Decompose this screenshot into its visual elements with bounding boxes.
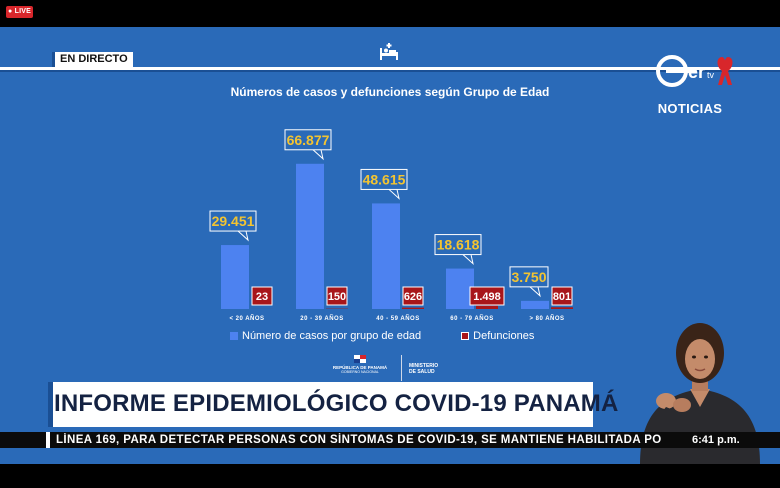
case-value-label: 29.451 <box>212 213 255 229</box>
death-label-box <box>469 286 505 306</box>
gov-logo-line1: REPÚBLICA DE PANAMÁ <box>332 365 388 370</box>
death-value-label: 1.498 <box>473 291 501 303</box>
death-label-box <box>551 286 573 306</box>
case-callout-box <box>284 129 332 151</box>
government-logos: REPÚBLICA DE PANAMÁ GOBIERNO NACIONAL MI… <box>325 355 465 383</box>
death-value-label: 23 <box>256 291 268 303</box>
gov-logo-divider <box>401 355 402 381</box>
ticker-clock: 6:41 p.m. <box>682 432 780 448</box>
panama-government-logo: REPÚBLICA DE PANAMÁ GOBIERNO NACIONAL <box>325 355 395 374</box>
case-callout-box <box>434 234 482 256</box>
case-bar <box>221 245 249 309</box>
case-callout-pointer <box>529 286 541 298</box>
channel-section-label: NOTICIAS <box>657 101 723 116</box>
broadcast-screen: EN DIRECTO er tv NOTICIAS Números de cas… <box>0 27 780 464</box>
case-bar <box>296 163 324 309</box>
x-tick-label: < 20 AÑOS <box>229 315 264 322</box>
chart-title: Números de casos y defunciones según Gru… <box>230 85 550 99</box>
case-bar <box>372 203 400 309</box>
death-label-box <box>326 286 348 306</box>
letterbox-bottom <box>0 464 780 488</box>
gov-logo-line2: GOBIERNO NACIONAL <box>341 370 379 374</box>
legend-item-cases: Número de casos por grupo de edad <box>230 330 421 342</box>
ticker-accent <box>46 432 50 448</box>
death-label-box <box>402 286 424 306</box>
x-tick-label: 20 - 39 AÑOS <box>300 315 343 322</box>
death-value-label: 626 <box>404 291 422 303</box>
ministry-line2: DE SALUD <box>409 369 435 375</box>
case-callout-pointer <box>237 230 249 242</box>
case-bar <box>521 300 549 309</box>
death-bar <box>551 307 573 309</box>
legend-label-deaths: Defunciones <box>473 330 535 342</box>
case-value-label: 48.615 <box>363 171 406 187</box>
headline-accent <box>48 382 53 427</box>
case-callout-box <box>209 210 257 232</box>
x-tick-label: 60 - 79 AÑOS <box>450 315 493 322</box>
ticker-text: LÍNEA 169, PARA DETECTAR PERSONAS CON SÍ… <box>56 434 662 446</box>
top-rule-shadow <box>0 70 780 72</box>
headline-text: INFORME EPIDEMIOLÓGICO COVID-19 PANAMÁ <box>54 390 619 417</box>
case-bar <box>446 268 474 309</box>
panama-flag-icon <box>354 355 366 363</box>
svg-text:er: er <box>688 62 705 82</box>
svg-text:tv: tv <box>707 70 715 80</box>
death-bar <box>476 305 498 309</box>
legend-swatch-cases <box>230 332 238 340</box>
case-value-label: 3.750 <box>511 269 546 285</box>
case-callout-box <box>360 168 408 190</box>
case-callout-pointer <box>462 254 474 265</box>
headline-banner: INFORME EPIDEMIOLÓGICO COVID-19 PANAMÁ <box>48 382 619 427</box>
case-value-label: 18.618 <box>437 237 480 253</box>
case-callout-pointer <box>312 149 324 161</box>
age-group-bar-chart: 23 29.451 < 20 AÑOS 150 66.877 20 - 39 AÑOS 62… <box>209 129 573 322</box>
legend-swatch-deaths <box>461 332 470 340</box>
news-ticker: LÍNEA 169, PARA DETECTAR PERSONAS CON SÍ… <box>0 432 780 448</box>
x-tick-label: > 80 AÑOS <box>529 315 564 322</box>
hospital-bed-icon <box>380 43 398 60</box>
chart-legend: Número de casos por grupo de edad Defunc… <box>230 330 534 342</box>
death-value-label: 801 <box>553 291 571 303</box>
death-label-box <box>251 286 273 306</box>
death-bar <box>402 307 424 309</box>
sertv-logo: er tv <box>656 55 733 87</box>
case-callout-box <box>509 266 549 288</box>
live-tag: EN DIRECTO <box>52 52 133 67</box>
death-value-label: 150 <box>328 291 346 303</box>
x-tick-label: 40 - 59 AÑOS <box>376 315 419 322</box>
legend-item-deaths: Defunciones <box>461 330 534 342</box>
top-rule <box>0 67 780 70</box>
ministry-line1: MINISTERIO <box>409 363 439 369</box>
ministry-logo: MINISTERIO DE SALUD <box>409 363 438 375</box>
live-badge: ● LIVE <box>6 6 33 18</box>
case-callout-pointer <box>388 189 400 200</box>
legend-label-cases: Número de casos por grupo de edad <box>242 330 422 342</box>
case-value-label: 66.877 <box>287 132 330 148</box>
